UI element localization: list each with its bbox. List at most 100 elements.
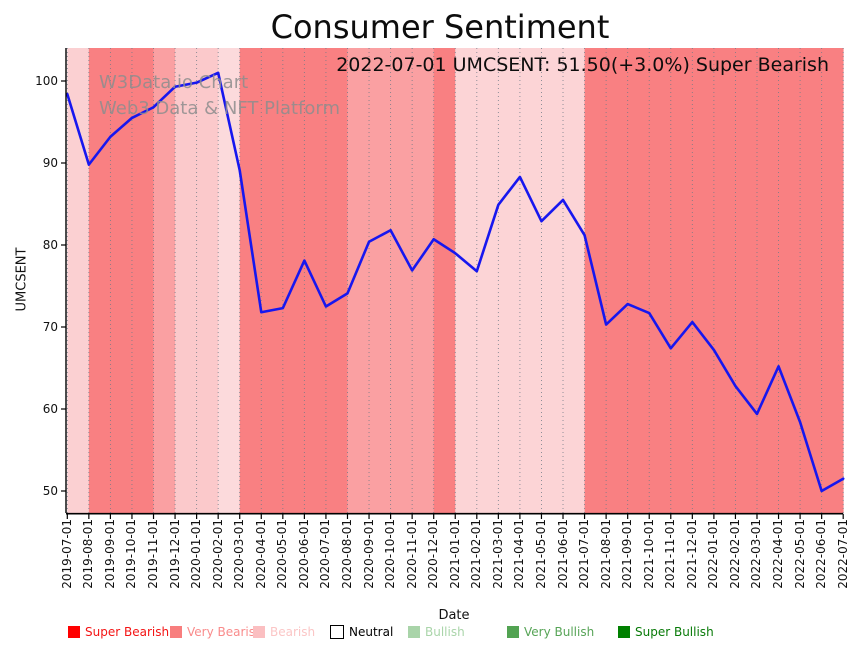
sentiment-band [455,48,478,513]
sentiment-band [412,48,435,513]
sentiment-band [692,48,715,513]
x-tick-label: 2022-02-01 [727,519,742,589]
x-tick-label: 2019-11-01 [146,519,160,589]
legend-swatch [68,625,80,638]
legend-label: Very Bearish [187,624,263,639]
y-tick-label: 70 [42,320,58,334]
x-tick-label: 2022-04-01 [771,519,786,589]
x-tick-label: 2019-09-01 [102,519,117,589]
legend-item-very-bearish: Very Bearish [170,624,263,639]
legend-label: Bearish [270,624,316,639]
sentiment-band [756,48,779,513]
sentiment-band [131,48,154,513]
x-tick-label: 2020-02-01 [210,519,225,589]
x-tick-label: 2021-03-01 [490,519,505,589]
sentiment-band [498,48,521,513]
sentiment-band [821,48,844,513]
sentiment-band [239,48,262,513]
x-tick-label: 2021-06-01 [555,519,570,589]
legend-label: Neutral [349,624,394,639]
x-tick-label: 2019-07-01 [59,519,74,589]
legend-swatch [408,625,420,638]
sentiment-band [347,48,370,513]
x-tick-label: 2022-06-01 [814,519,829,589]
sentiment-band [563,48,585,513]
legend-swatch [507,625,519,638]
sentiment-band [153,48,176,513]
x-tick-label: 2021-05-01 [533,519,548,589]
sentiment-band [261,48,284,513]
x-tick-label: 2021-11-01 [663,519,678,589]
legend-label: Super Bearish [85,624,170,639]
sentiment-band [369,48,391,513]
watermark-line1: W3Data.io Chart [99,72,249,93]
latest-value-annotation: 2022-07-01 UMCSENT: 51.50(+3.0%) Super B… [336,54,829,76]
legend-item-bearish: Bearish [253,624,315,639]
x-tick-label: 2022-03-01 [749,519,764,589]
y-tick-label: 100 [35,74,58,88]
x-tick-label: 2022-05-01 [792,519,807,589]
sentiment-band [735,48,758,513]
x-tick-label: 2020-03-01 [232,519,247,589]
y-tick-label: 60 [42,402,58,416]
x-tick-label: 2020-10-01 [383,519,398,589]
x-axis-label: Date [438,608,470,623]
x-tick-label: 2020-01-01 [189,519,204,589]
x-tick-label: 2020-07-01 [318,519,333,589]
sentiment-band [390,48,413,513]
umcsent-line [66,71,845,493]
x-tick-label: 2020-08-01 [339,519,354,589]
y-tick-label: 90 [42,156,58,170]
legend-label: Bullish [425,624,465,639]
legend-item-bullish: Bullish [408,624,465,639]
x-tick-label: 2019-08-01 [81,519,96,589]
legend-item-super-bearish: Super Bearish [68,624,169,639]
x-tick-label: 2020-05-01 [275,519,290,589]
x-tick-label: 2020-09-01 [361,519,376,589]
x-tick-label: 2020-11-01 [404,519,419,589]
legend-item-very-bullish: Very Bullish [507,624,594,639]
sentiment-band [218,48,241,513]
sentiment-band [800,48,823,513]
x-tick-label: 2021-08-01 [598,519,613,589]
sentiment-band [541,48,564,513]
x-tick-label: 2021-07-01 [577,519,592,589]
sentiment-band [649,48,672,513]
sentiment-band [778,48,801,513]
sentiment-band [606,48,629,513]
x-tick-label: 2019-12-01 [167,519,182,589]
sentiment-band [67,48,90,513]
x-tick-label: 2022-07-01 [835,519,850,589]
x-tick-label: 2021-01-01 [447,519,462,589]
sentiment-band [304,48,327,513]
x-tick-label: 2020-12-01 [426,519,441,589]
watermark: W3Data.io Chart Web3 Data & NFT Platform [99,70,340,122]
legend-swatch [253,625,265,638]
x-tick-label: 2021-12-01 [684,519,699,589]
x-tick-label: 2021-02-01 [469,519,484,589]
y-tick-label: 80 [42,238,58,252]
legend-swatch [618,625,630,638]
x-tick-label: 2021-04-01 [512,519,527,589]
legend-item-super-bullish: Super Bullish [618,624,714,639]
chart-title: Consumer Sentiment [270,8,610,46]
sentiment-band [196,48,219,513]
x-tick-label: 2020-06-01 [296,519,311,589]
sentiment-band [175,48,198,513]
sentiment-band [713,48,736,513]
sentiment-band [110,48,133,513]
legend-label: Very Bullish [524,624,595,639]
x-tick-label: 2020-04-01 [253,519,268,589]
x-tick-label: 2021-09-01 [620,519,635,589]
sentiment-band [670,48,693,513]
x-tick-label: 2022-01-01 [706,519,721,589]
legend-swatch [330,624,344,639]
legend-item-neutral: Neutral [330,624,393,639]
x-tick-label: 2021-10-01 [641,519,656,589]
sentiment-band [627,48,650,513]
legend-swatch [170,625,182,638]
sentiment-band [325,48,348,513]
sentiment-band [476,48,499,513]
